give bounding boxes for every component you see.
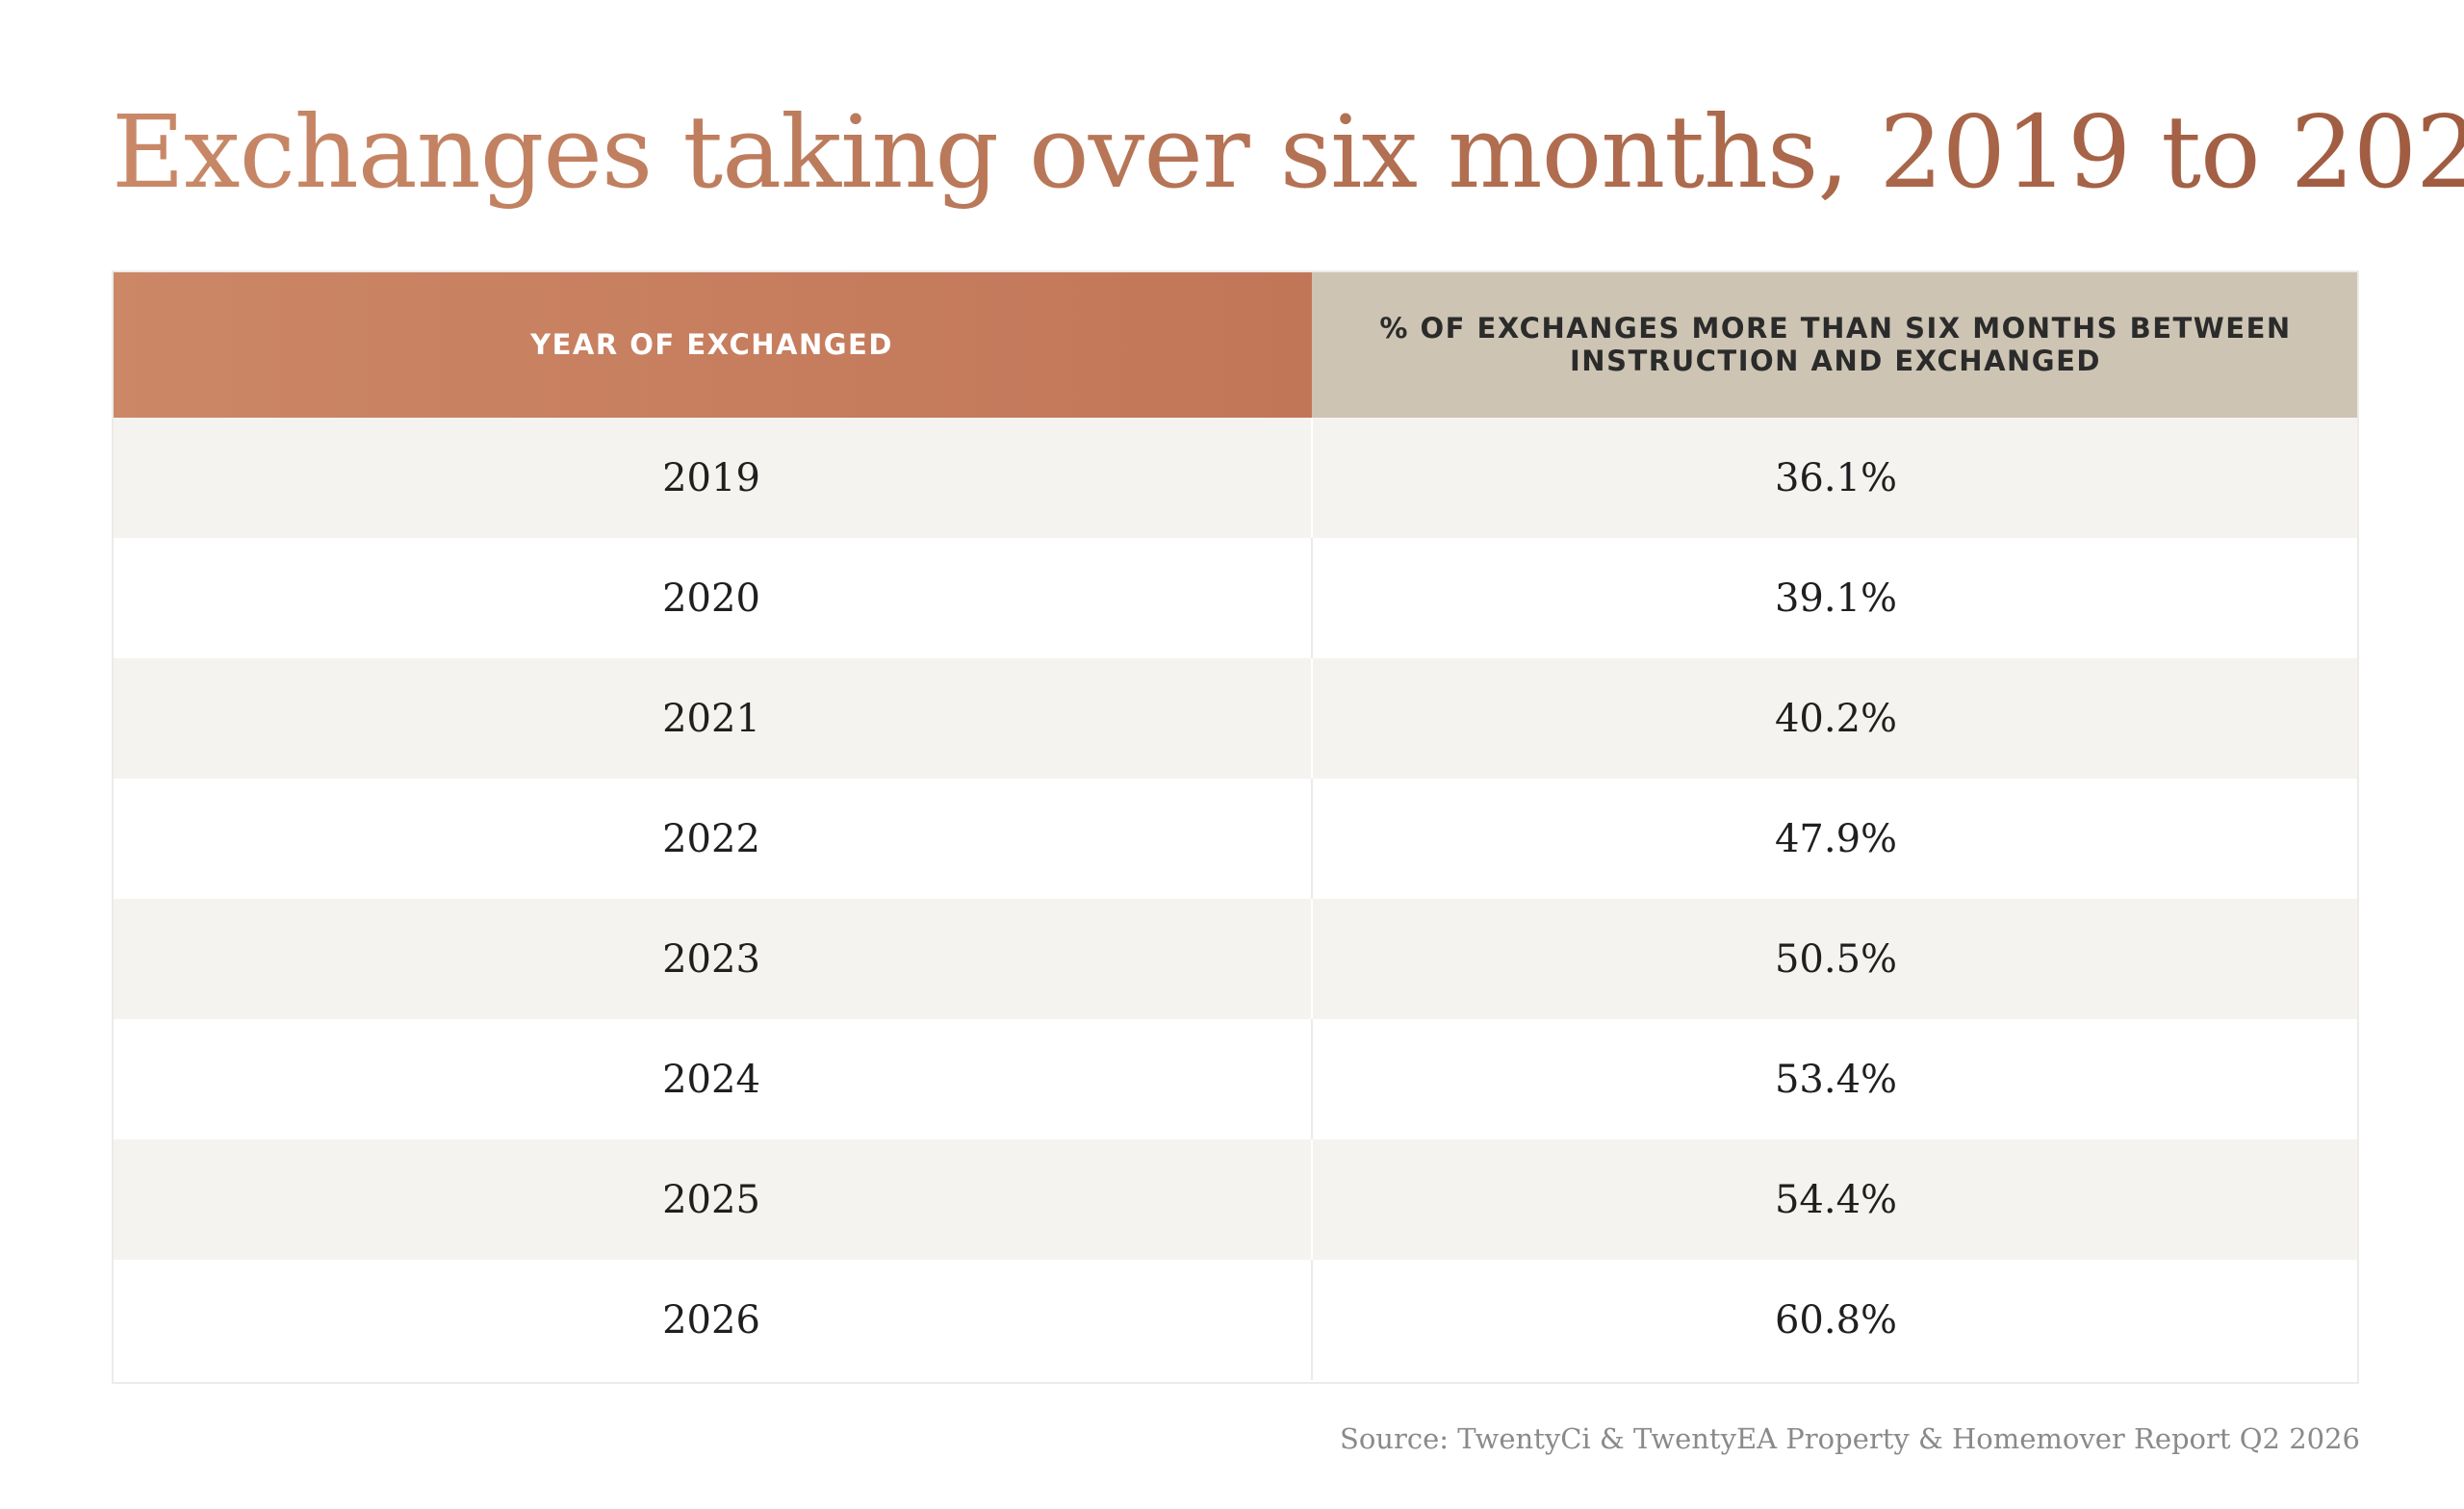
- cell-year: 2025: [112, 1139, 1313, 1260]
- table-row: 2019 36.1%: [112, 418, 2359, 538]
- cell-percentage: 54.4%: [1312, 1139, 2359, 1260]
- table-row: 2025 54.4%: [112, 1139, 2359, 1260]
- cell-year: 2019: [112, 418, 1313, 538]
- cell-percentage: 50.5%: [1312, 899, 2359, 1019]
- cell-percentage: 53.4%: [1312, 1019, 2359, 1139]
- table-row: 2026 60.8%: [112, 1260, 2359, 1380]
- cell-percentage: 36.1%: [1312, 418, 2359, 538]
- cell-percentage: 39.1%: [1312, 538, 2359, 658]
- table-body: 2019 36.1% 2020 39.1% 2021 40.2% 2022 47.9% 2023…: [112, 418, 2359, 1380]
- cell-year: 2024: [112, 1019, 1313, 1139]
- table-row: 2020 39.1%: [112, 538, 2359, 658]
- cell-year: 2023: [112, 899, 1313, 1019]
- cell-year: 2022: [112, 779, 1313, 899]
- cell-year: 2026: [112, 1260, 1313, 1380]
- table-header-row: YEAR OF EXCHANGED % OF EXCHANGES MORE TH…: [112, 270, 2359, 418]
- cell-percentage: 40.2%: [1312, 658, 2359, 779]
- table-row: 2024 53.4%: [112, 1019, 2359, 1139]
- cell-percentage: 60.8%: [1312, 1260, 2359, 1380]
- column-header-percentage: % OF EXCHANGES MORE THAN SIX MONTHS BETW…: [1312, 270, 2359, 418]
- column-header-year: YEAR OF EXCHANGED: [112, 270, 1312, 418]
- cell-year: 2021: [112, 658, 1313, 779]
- data-table: YEAR OF EXCHANGED % OF EXCHANGES MORE TH…: [112, 270, 2359, 1380]
- table-row: 2023 50.5%: [112, 899, 2359, 1019]
- source-note: Source: TwentyCi & TwentyEA Property & H…: [1339, 1422, 2360, 1455]
- cell-year: 2020: [112, 538, 1313, 658]
- table-row: 2022 47.9%: [112, 779, 2359, 899]
- page-title: Exchanges taking over six months, 2019 t…: [112, 85, 2464, 219]
- table-row: 2021 40.2%: [112, 658, 2359, 779]
- cell-percentage: 47.9%: [1312, 779, 2359, 899]
